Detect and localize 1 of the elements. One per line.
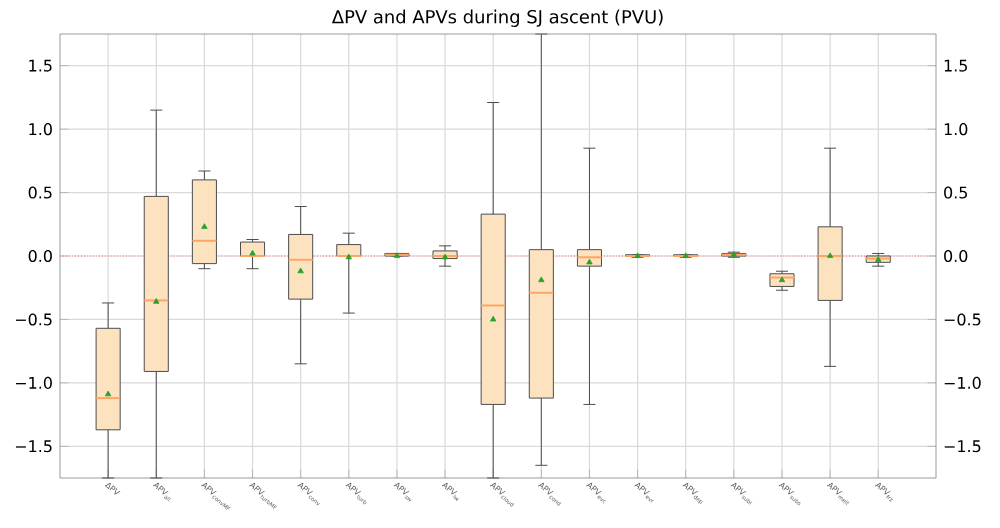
- chart-title: ΔPV and APVs during SJ ascent (PVU): [331, 9, 663, 27]
